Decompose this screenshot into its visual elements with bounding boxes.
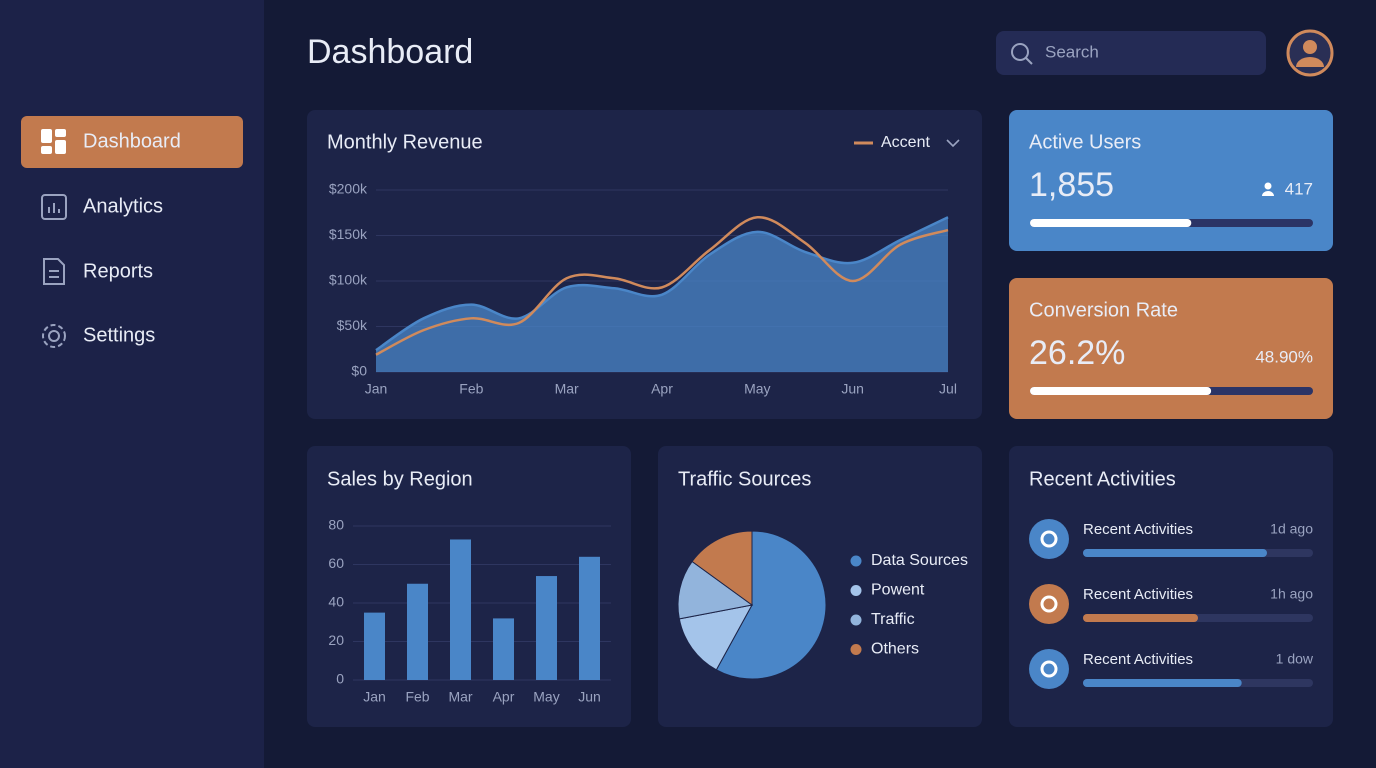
progress-bar [1030,387,1212,395]
sidebar [0,0,264,768]
activity-icon-glyph [1040,660,1058,678]
activity-label: Recent Activities [1083,586,1193,603]
bar [364,612,385,680]
legend-dot [850,644,862,655]
nav-label[interactable]: Analytics [83,195,163,217]
activity-time: 1h ago [1270,586,1313,602]
y-tick-label: 20 [328,632,344,648]
legend-label: Powent [871,582,925,599]
progress-bar [1083,679,1242,687]
avatar-head [1303,40,1317,54]
bar [493,618,514,680]
nav-icon [41,194,67,348]
x-tick-label: May [533,689,559,705]
card-title: Traffic Sources [678,468,811,490]
line [375,216,949,356]
activity-icon [1029,649,1069,689]
legend-label: Data Sources [871,552,968,569]
activity-icon [1029,584,1069,624]
progress-bar [1083,614,1198,622]
x-tick-label: Apr [651,381,673,397]
dropdown-caret[interactable] [946,139,960,148]
x-tick-label: Jul [939,381,957,397]
card-title: Active Users [1029,131,1141,153]
kpi-secondary: 48.90% [1255,347,1313,366]
card-title: Recent Activities [1029,468,1176,490]
nav-label[interactable]: Dashboard [83,130,181,152]
activity-icon [1029,519,1069,559]
x-tick-label: Jun [578,689,601,705]
pie-slice [678,604,753,671]
activity-icon-glyph [1040,530,1058,548]
y-tick-label: 80 [328,517,344,533]
x-tick-label: Mar [448,689,472,705]
y-tick-label: $200k [329,181,368,197]
bar [450,539,471,680]
bar [579,556,600,680]
activity-label: Recent Activities [1083,651,1193,668]
y-tick-label: $50k [337,317,368,333]
activity-label: Recent Activities [1083,521,1193,538]
activities-card [1009,446,1333,727]
bar [407,583,428,680]
pie-slice [677,560,754,620]
avatar-body [1296,57,1324,67]
x-tick-label: Feb [459,381,483,397]
active-users-card [1009,110,1333,251]
search-placeholder: Search [1045,42,1099,61]
y-tick-label: 60 [328,555,344,571]
page-title: Dashboard [307,33,473,71]
y-tick-label: 40 [328,594,344,610]
activity-time: 1d ago [1270,521,1313,537]
legend-dot [850,614,862,626]
conversion-card [1009,278,1333,419]
y-tick-label: $150k [329,226,368,242]
nav-label[interactable]: Reports [83,260,153,282]
x-tick-label: Mar [555,381,579,397]
pie-slice [715,530,827,680]
activity-time: 1 dow [1276,651,1314,667]
nav-label[interactable]: Settings [83,324,155,346]
kpi-secondary: 417 [1285,179,1313,198]
x-tick-label: Feb [405,689,429,705]
nav-active[interactable] [21,116,243,168]
y-tick-label: $0 [351,363,367,379]
x-tick-label: May [744,381,770,397]
search-box[interactable] [996,31,1266,75]
x-tick-label: Jun [841,381,864,397]
y-tick-label: 0 [336,671,344,687]
user-icon [1262,182,1274,196]
kpi-value: 26.2% [1029,334,1125,372]
card-title: Conversion Rate [1029,299,1178,321]
pie-slice [691,530,753,606]
search-icon [1011,43,1033,65]
legend-dot [850,585,862,596]
legend-label: Others [871,641,919,658]
card-title: Monthly Revenue [327,131,483,153]
legend-dot [850,555,862,567]
x-tick-label: Jan [365,381,388,397]
progress-bar [1030,219,1192,227]
y-tick-label: $100k [329,272,368,288]
legend-label: Traffic [871,611,915,628]
x-tick-label: Apr [493,689,515,705]
nav-icon [41,129,66,154]
x-tick-label: Jan [363,689,386,705]
card-title: Sales by Region [327,468,473,490]
activity-icon-glyph [1040,595,1058,613]
legend-label: Accent [881,134,930,151]
bar [536,576,557,680]
line [375,216,949,352]
progress-bar [1083,549,1267,557]
kpi-value: 1,855 [1029,166,1114,204]
